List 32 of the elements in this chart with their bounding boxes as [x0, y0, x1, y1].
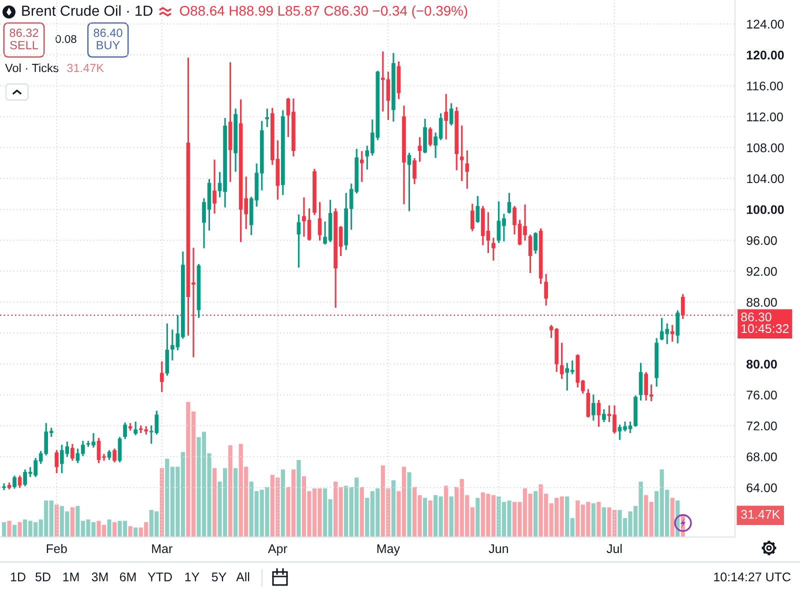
text: All — [236, 572, 250, 582]
text: 6M — [120, 572, 136, 582]
x-tick-label: May — [377, 544, 400, 556]
text: 10:14:27 UTC — [714, 572, 791, 582]
x-tick-label: Mar — [152, 544, 172, 554]
bar — [18, 522, 22, 537]
text: 1D — [10, 572, 26, 582]
x-tick-label: Jun — [488, 544, 508, 554]
text: 5D — [36, 572, 50, 582]
annotation: 86.32 SELL — [10, 28, 38, 50]
text: 1M — [63, 572, 79, 582]
annotation: 86.40 BUY — [94, 28, 122, 50]
y-tick-label: 120.00 — [746, 50, 784, 60]
x-tick-label: Apr — [268, 544, 288, 556]
y-tick-label: 124.00 — [747, 20, 784, 29]
bar — [112, 522, 117, 537]
bar — [107, 519, 112, 537]
bar — [134, 528, 138, 537]
bar — [12, 524, 17, 537]
candlestick — [2, 483, 6, 490]
bar — [128, 526, 132, 537]
chart-title: Brent Crude Oil · 1D — [22, 5, 152, 16]
annotation: 0.08 — [56, 35, 76, 43]
bar — [2, 522, 6, 537]
text: 1Y — [185, 572, 200, 582]
x-tick-label: Feb — [46, 544, 67, 554]
text: YTD — [148, 572, 172, 582]
x-tick-label: Jul — [606, 544, 622, 554]
chart-subtitle: O88.64 H88.99 L85.87 C86.30 −0.34 (−0.39%) — [180, 6, 468, 18]
text: 3M — [92, 572, 108, 582]
bar — [7, 520, 12, 537]
text: 5Y — [212, 572, 226, 582]
